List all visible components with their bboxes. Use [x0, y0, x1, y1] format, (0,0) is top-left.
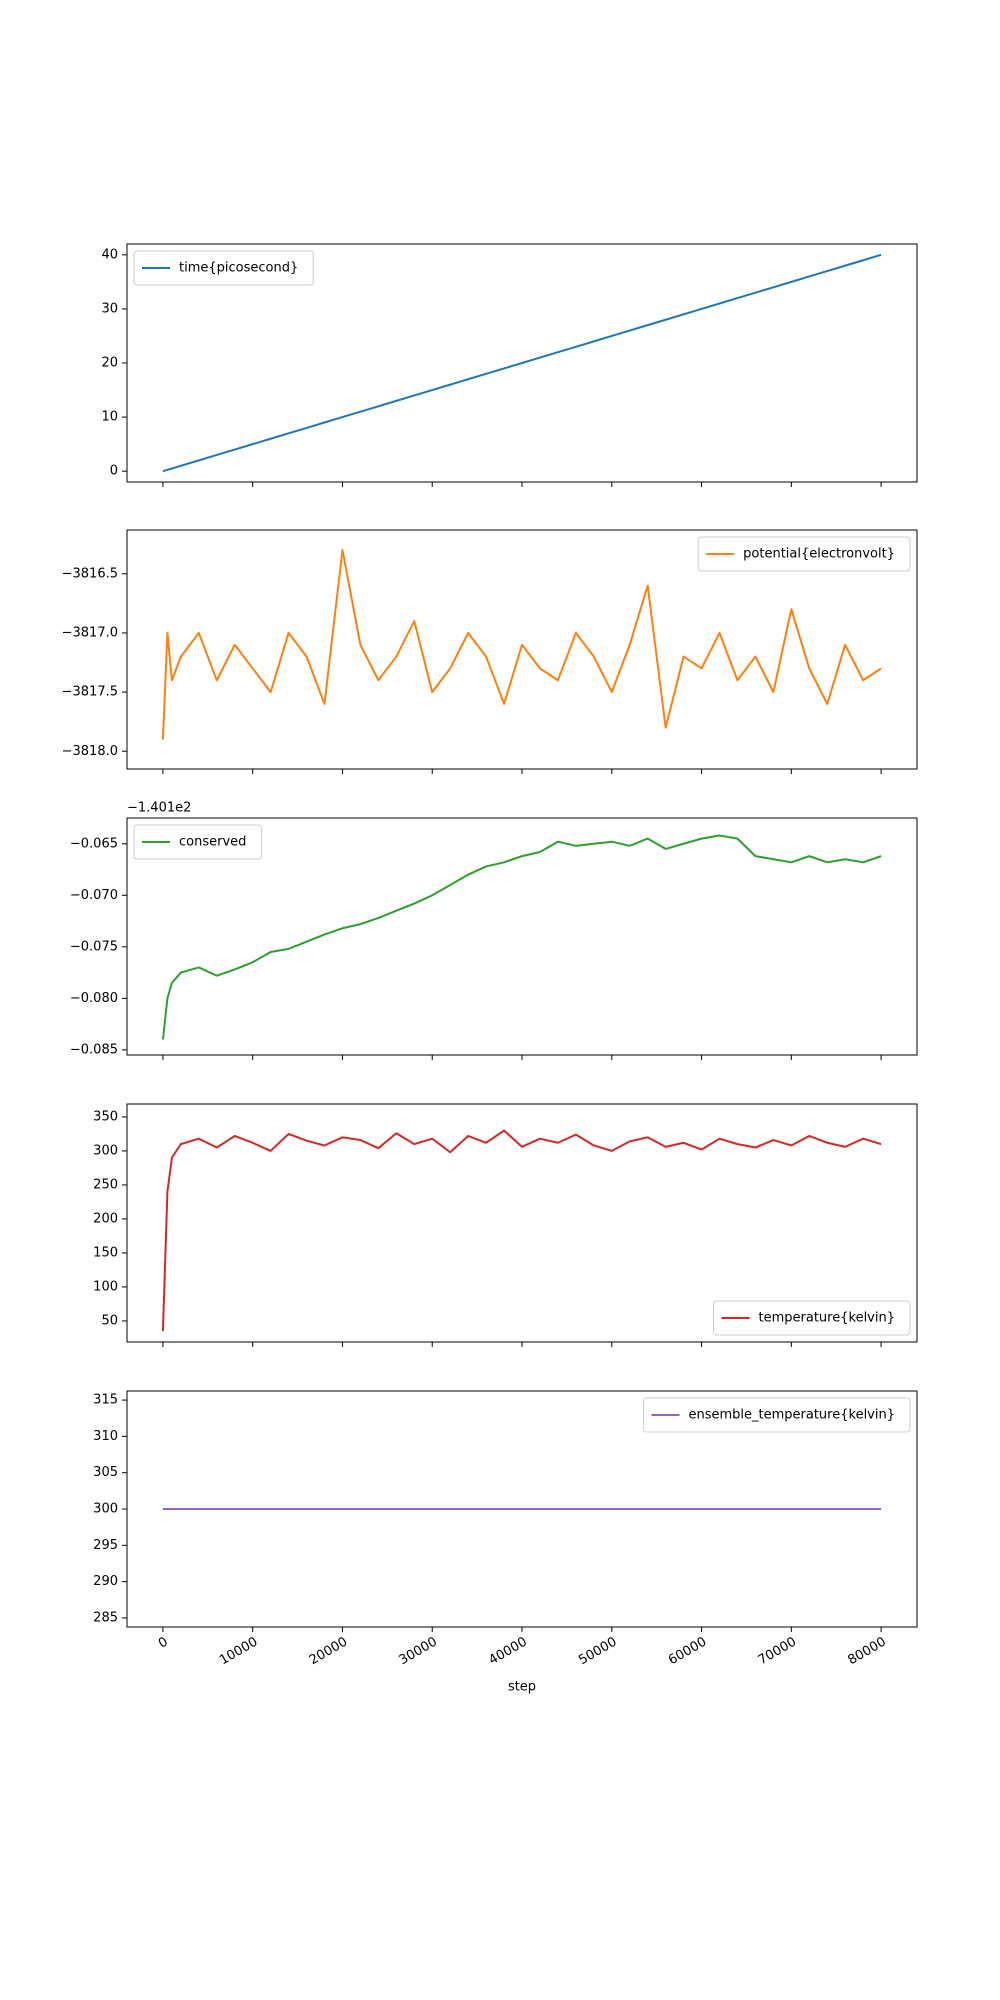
y-tick-label: −3816.5: [62, 566, 118, 581]
plot-area: [161, 834, 882, 1040]
y-tick-label: 315: [93, 1393, 118, 1408]
y-tick-label: 300: [93, 1143, 118, 1158]
legend-frame: [697, 536, 911, 572]
y-tick-label: −0.065: [70, 836, 118, 851]
legend-frame: [133, 824, 262, 860]
x-tick-label: 60000: [666, 1635, 709, 1669]
legend-label: conserved: [179, 835, 246, 850]
legend-label: temperature{kelvin}: [759, 1311, 895, 1326]
legend: conserved: [133, 824, 262, 860]
legend: temperature{kelvin}: [713, 1300, 911, 1336]
x-tick-label: 40000: [486, 1635, 529, 1669]
y-tick-label: 40: [101, 247, 118, 262]
x-axis-label: step: [508, 1680, 536, 1695]
offset-text: −1.401e2: [127, 801, 191, 816]
y-tick-label: 10: [101, 410, 118, 425]
data-line: [161, 834, 882, 1040]
data-line: [161, 1129, 882, 1332]
x-tick-label: 50000: [576, 1635, 619, 1669]
data-line: [161, 549, 882, 740]
x-tick-label: 70000: [756, 1635, 799, 1669]
y-tick-label: 310: [93, 1429, 118, 1444]
legend-frame: [642, 1397, 911, 1433]
legend: potential{electronvolt}: [697, 536, 911, 572]
plot-area: [162, 253, 882, 473]
y-tick-label: 285: [93, 1610, 118, 1625]
legend-frame: [133, 250, 314, 286]
plot-area: [161, 1129, 882, 1332]
y-tick-label: 20: [101, 356, 118, 371]
data-line: [162, 253, 882, 473]
y-tick-label: 250: [93, 1177, 118, 1192]
y-tick-label: −0.070: [70, 888, 118, 903]
legend-label: time{picosecond}: [179, 261, 298, 276]
y-tick-label: 0: [110, 464, 118, 479]
y-tick-label: 150: [93, 1245, 118, 1260]
legend: ensemble_temperature{kelvin}: [642, 1397, 911, 1433]
y-tick-label: −3817.0: [62, 625, 118, 640]
y-tick-label: 100: [93, 1279, 118, 1294]
y-tick-label: 200: [93, 1211, 118, 1226]
y-tick-label: 295: [93, 1538, 118, 1553]
plot-area: [161, 549, 882, 740]
y-tick-label: −0.085: [70, 1042, 118, 1057]
legend: time{picosecond}: [133, 250, 314, 286]
y-tick-label: 305: [93, 1465, 118, 1480]
legend-label: ensemble_temperature{kelvin}: [688, 1408, 895, 1423]
x-tick-label: 80000: [846, 1635, 889, 1669]
y-tick-label: −0.075: [70, 939, 118, 954]
y-tick-label: 30: [101, 301, 118, 316]
x-tick-label: 0: [156, 1635, 171, 1652]
y-tick-label: −3817.5: [62, 685, 118, 700]
x-tick-label: 30000: [397, 1635, 440, 1669]
legend-frame: [713, 1300, 911, 1336]
y-tick-label: 290: [93, 1574, 118, 1589]
y-tick-label: −0.080: [70, 991, 118, 1006]
x-tick-label: 20000: [307, 1635, 350, 1669]
legend-label: potential{electronvolt}: [743, 547, 895, 562]
y-tick-label: 50: [101, 1313, 118, 1328]
y-tick-label: 350: [93, 1109, 118, 1124]
y-tick-label: 300: [93, 1502, 118, 1517]
y-tick-label: −3818.0: [62, 744, 118, 759]
x-tick-label: 10000: [217, 1635, 260, 1669]
